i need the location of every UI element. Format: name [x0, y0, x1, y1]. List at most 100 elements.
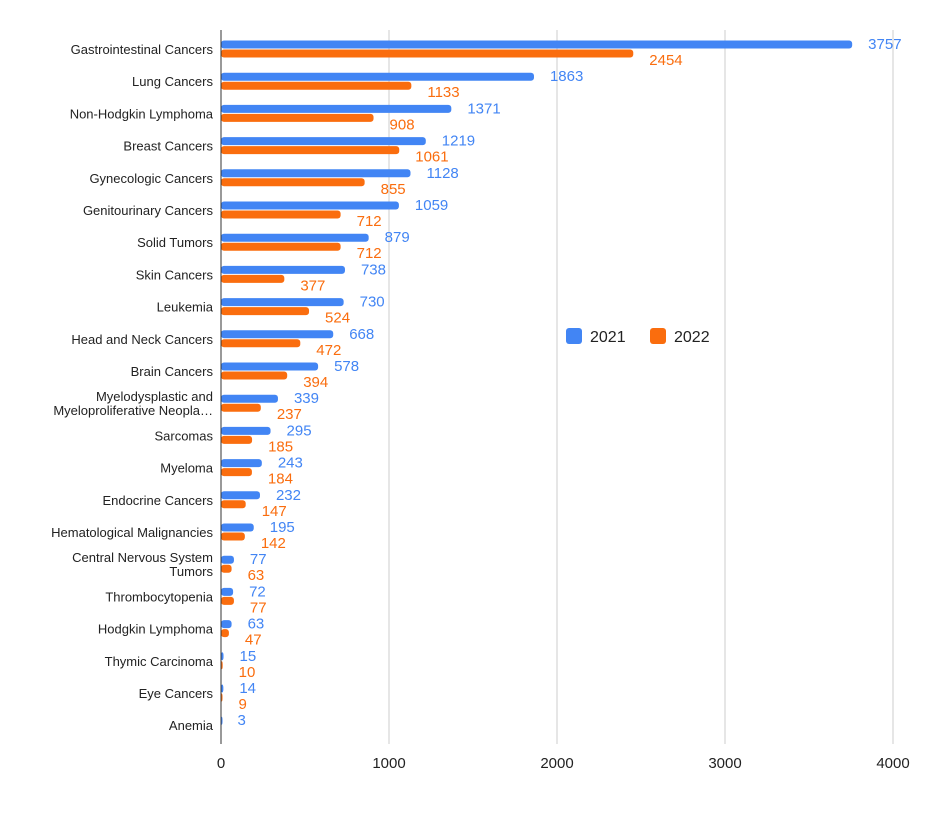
bar	[221, 435, 253, 444]
bar	[221, 201, 399, 210]
category-label: Central Nervous System Tumors	[72, 550, 213, 579]
bar	[221, 72, 534, 81]
category-label: Thymic Carcinoma	[105, 654, 214, 669]
data-label: 855	[381, 181, 406, 198]
bar	[221, 371, 288, 380]
bar	[221, 629, 229, 638]
bar	[221, 491, 260, 500]
bar	[221, 564, 232, 573]
category-label-line: Central Nervous System	[72, 550, 213, 565]
bar	[221, 596, 234, 605]
category-label: Head and Neck Cancers	[71, 332, 213, 347]
data-label: 1219	[442, 133, 475, 150]
bar	[221, 394, 278, 403]
category-label: Sarcomas	[154, 428, 213, 443]
bar	[221, 523, 254, 532]
category-label: Hematological Malignancies	[51, 525, 213, 540]
bar	[221, 104, 452, 113]
bar	[221, 330, 334, 339]
data-label: 339	[294, 390, 319, 407]
bar	[221, 81, 412, 90]
data-label: 1371	[467, 100, 500, 117]
data-label: 524	[325, 310, 350, 327]
data-label: 472	[316, 342, 341, 359]
bar	[221, 652, 224, 661]
data-label: 63	[248, 616, 265, 633]
category-label: Genitourinary Cancers	[83, 203, 214, 218]
data-label: 72	[249, 583, 266, 600]
data-label: 3757	[868, 36, 901, 53]
bar	[221, 210, 341, 219]
bar	[221, 169, 411, 178]
data-label: 232	[276, 487, 301, 504]
data-label: 394	[303, 374, 328, 391]
data-label: 2454	[649, 52, 682, 69]
x-tick-label: 3000	[708, 755, 741, 772]
legend-swatch	[650, 328, 666, 344]
data-label: 668	[349, 326, 374, 343]
bar	[221, 49, 634, 58]
bar	[221, 178, 365, 187]
gridlines	[388, 30, 894, 744]
legend-label: 2022	[674, 329, 710, 346]
bar	[221, 468, 252, 477]
x-axis-tick-labels: 0 1000 2000 3000 4000	[217, 755, 910, 772]
data-label: 142	[261, 535, 286, 552]
category-label: Eye Cancers	[139, 686, 214, 701]
legend-swatch	[566, 328, 582, 344]
bar	[221, 298, 344, 307]
bar	[221, 40, 853, 49]
bar	[221, 459, 262, 468]
legend: 2021 2022	[566, 328, 710, 346]
bar	[221, 307, 310, 316]
data-label: 77	[250, 551, 267, 568]
category-label: Brain Cancers	[131, 364, 214, 379]
data-label: 879	[385, 229, 410, 246]
bar	[221, 587, 234, 596]
data-label: 712	[357, 245, 382, 262]
category-label: Gynecologic Cancers	[89, 171, 213, 186]
category-label: Endocrine Cancers	[102, 493, 213, 508]
category-label: Thrombocytopenia	[105, 589, 213, 604]
category-label: Hodgkin Lymphoma	[98, 622, 214, 637]
bar	[221, 137, 426, 146]
data-label: 184	[268, 471, 293, 488]
bar	[221, 265, 345, 274]
data-label: 77	[250, 599, 267, 616]
category-label-line: Myelodysplastic and	[96, 389, 213, 404]
data-label: 1133	[427, 84, 459, 101]
data-label: 1059	[415, 197, 448, 214]
x-tick-label: 2000	[540, 755, 573, 772]
category-label: Lung Cancers	[132, 74, 213, 89]
bar	[221, 620, 232, 629]
category-label-line: Myeloproliferative Neopla…	[53, 403, 213, 418]
bar	[221, 555, 234, 564]
data-label: 377	[300, 277, 325, 294]
category-labels: Gastrointestinal Cancers Lung Cancers Non-…	[51, 42, 214, 733]
data-label: 10	[239, 664, 256, 681]
data-label: 3	[238, 712, 246, 729]
bar	[221, 233, 369, 242]
bar	[221, 274, 285, 283]
data-label: 9	[239, 696, 247, 713]
data-label: 712	[357, 213, 382, 230]
bar	[221, 339, 301, 348]
category-label: Non-Hodgkin Lymphoma	[70, 106, 214, 121]
bar	[221, 500, 246, 509]
category-label: Skin Cancers	[136, 267, 214, 282]
category-label: Myelodysplastic and Myeloproliferative Ne…	[53, 389, 213, 418]
data-label: 147	[262, 503, 287, 520]
data-label: 63	[248, 567, 265, 584]
bar	[221, 146, 400, 155]
bar	[221, 403, 261, 412]
data-label: 195	[270, 519, 295, 536]
bar	[221, 242, 341, 251]
data-label: 47	[245, 632, 262, 649]
category-label-line: Tumors	[169, 564, 213, 579]
category-label: Myeloma	[160, 461, 214, 476]
data-label: 295	[287, 422, 312, 439]
legend-label: 2021	[590, 329, 626, 346]
data-label: 237	[277, 406, 302, 423]
bar	[221, 532, 245, 541]
